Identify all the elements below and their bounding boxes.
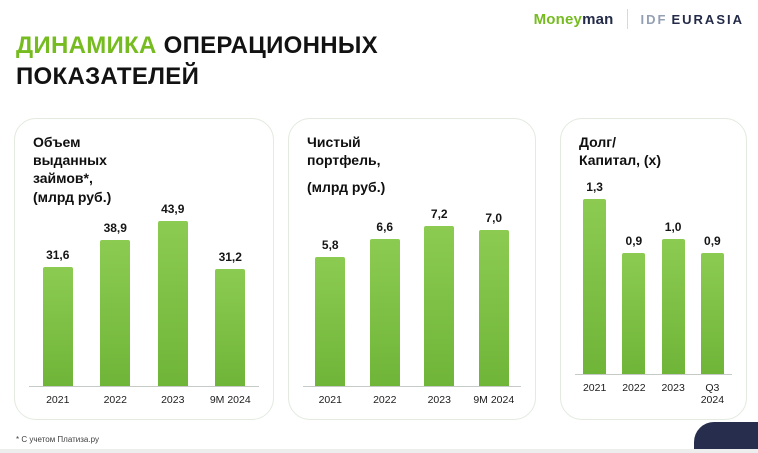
moneyman-logo-dark-part: man [582,10,614,28]
chart-card-loans-volume: Объем выданных займов*, (млрд руб.) 31,6 38,… [14,118,274,420]
bar-value-label: 6,6 [376,220,394,235]
eurasia-logo-text: EURASIA [671,11,744,27]
x-axis-label: 9M 2024 [473,394,515,407]
x-axis-label: 2021 [46,394,70,407]
bar-value-label: 1,0 [664,219,682,234]
x-axis-label: Q3 2024 [700,381,725,407]
moneyman-logo: Moneyman [534,11,614,28]
bar-column: 6,6 [358,220,413,387]
bar-value-label: 5,8 [321,238,339,253]
bar [100,240,131,387]
chart-title-line: выданных [33,152,107,169]
bar [215,269,246,387]
bar [315,257,346,387]
bar [661,238,685,374]
bar-column: 7,2 [412,207,467,387]
corner-decoration [694,422,758,449]
bars-row: 1,3 0,9 1,0 0,9 [575,180,732,375]
bar-column: 1,0 [654,220,693,374]
x-axis-row: 2021 2022 2023 Q3 2024 [575,382,732,407]
bars-row: 31,6 38,9 43,9 31,2 [29,202,260,388]
bar-column: 0,9 [693,234,732,374]
page-title-accent: ДИНАМИКА [16,32,157,59]
x-axis-label: 9M 2024 [209,394,251,407]
footnote: * С учетом Платиза.ру [16,435,99,444]
bar-value-label: 31,6 [46,248,70,263]
chart-title: Долг/Капитал, (x) [579,133,661,169]
bar [369,239,400,387]
x-axis-label: 2021 [582,381,607,394]
bar-column: 43,9 [144,202,202,387]
bar [424,226,455,387]
header-logos: Moneyman IDF EURASIA [534,9,744,29]
bar-value-label: 31,2 [218,250,242,265]
page-title: ДИНАМИКА ОПЕРАЦИОННЫХ ПОКАЗАТЕЛЕЙ [16,30,378,92]
page-title-line1: ДИНАМИКА ОПЕРАЦИОННЫХ [16,30,378,61]
bar-value-label: 7,2 [430,207,448,222]
bar [157,221,188,387]
chart-title-line: портфель, [307,152,381,169]
chart-title: Чистый портфель, (млрд руб.) [307,133,385,197]
bar-column: 7,0 [467,211,522,387]
idf-eurasia-logo: IDF EURASIA [641,12,744,27]
bar [478,230,509,387]
bar [700,252,724,374]
chart-title-line: займов*, [33,170,93,187]
bar-value-label: 0,9 [625,233,643,248]
bar-value-label: 7,0 [485,211,503,226]
x-axis-label: 2023 [427,394,451,407]
x-axis-label: 2021 [318,394,342,407]
bar-column: 38,9 [87,221,145,387]
chart-title-line: (млрд руб.) [307,179,386,196]
bar [42,267,73,387]
bar-column: 5,8 [303,238,358,387]
x-axis-row: 2021 2022 2023 9M 2024 [29,394,259,407]
chart-card-debt-capital: Долг/Капитал, (x) 1,3 0,9 1,0 0,9 2021 2022 2… [560,118,747,420]
bar-column: 31,6 [29,248,87,387]
x-axis-label: 2023 [161,394,185,407]
chart-title-line [307,169,385,178]
idf-logo-text: IDF [640,11,668,27]
x-axis-label: 2022 [103,394,127,407]
bar-chart: 5,8 6,6 7,2 7,0 2021 2022 2023 9M 2024 [303,207,521,407]
slide-bottom-edge [0,449,758,453]
chart-title-line: (млрд руб.) [33,188,112,205]
bar-value-label: 43,9 [161,202,185,217]
bar-column: 31,2 [202,250,260,387]
bar [622,252,646,374]
logo-divider [626,9,628,29]
chart-card-net-portfolio: Чистый портфель, (млрд руб.) 5,8 6,6 7,2 7,0 … [288,118,536,420]
chart-title-line: Долг/ [579,134,616,150]
chart-title-line: Чистый [307,134,361,150]
bar-chart: 1,3 0,9 1,0 0,9 2021 2022 2023 Q3 2024 [575,180,732,407]
bar-value-label: 1,3 [586,179,603,194]
bar-column: 1,3 [575,180,614,374]
bar-chart: 31,6 38,9 43,9 31,2 2021 2022 2023 9M 2024 [29,202,259,407]
bar-value-label: 0,9 [704,233,721,248]
chart-title-line: Объем [33,134,81,150]
bar-value-label: 38,9 [103,221,127,236]
x-axis-row: 2021 2022 2023 9M 2024 [303,394,521,407]
bars-row: 5,8 6,6 7,2 7,0 [303,207,522,388]
x-axis-label: 2022 [622,381,646,394]
page-title-rest: ОПЕРАЦИОННЫХ [156,32,378,59]
chart-title-line: Капитал, (x) [579,152,661,169]
moneyman-logo-green-part: Money [533,10,583,28]
x-axis-label: 2023 [661,381,685,394]
page-title-line2: ПОКАЗАТЕЛЕЙ [16,63,200,91]
bar [583,198,607,374]
bar-column: 0,9 [614,234,653,374]
chart-title: Объем выданных займов*, (млрд руб.) [33,133,111,206]
x-axis-label: 2022 [373,394,397,407]
